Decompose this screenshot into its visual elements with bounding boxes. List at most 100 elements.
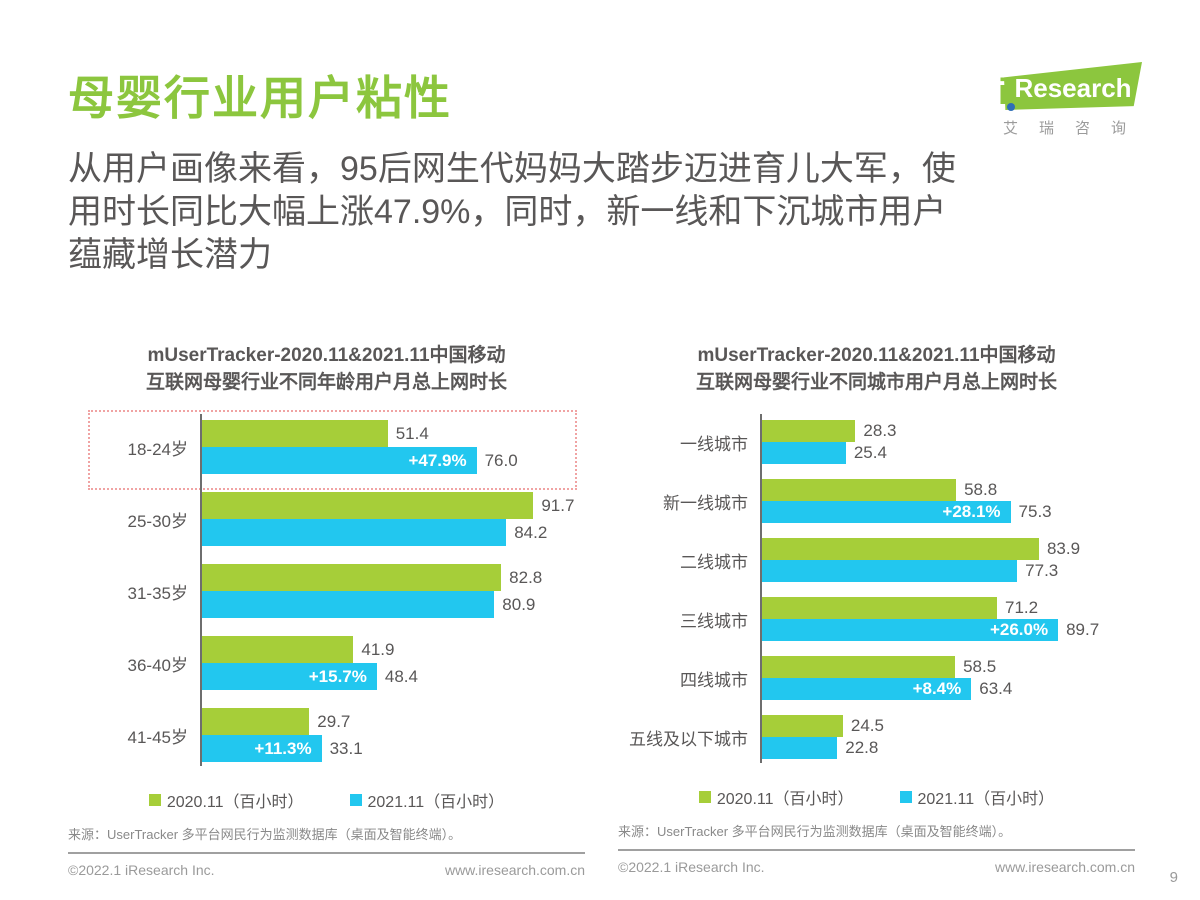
bar-track: 77.3 — [762, 560, 1135, 582]
bar-value: 75.3 — [1018, 502, 1052, 521]
bar-value: 80.9 — [502, 594, 536, 614]
chart-row: 一线城市 28.3 25.4 — [618, 420, 1135, 464]
bar-2020 — [202, 492, 534, 519]
growth-badge: +8.4% — [912, 679, 962, 698]
chart-row: 18-24岁 51.4 +47.9% 76.0 — [68, 420, 585, 474]
bar-track: 22.8 — [762, 737, 1135, 759]
bar-value: 25.4 — [853, 443, 887, 462]
category-label: 一线城市 — [680, 434, 748, 454]
legend-item-2020: 2020.11（百小时） — [698, 785, 854, 809]
category-label: 三线城市 — [680, 611, 748, 631]
bar-group: 83.9 77.3 — [760, 538, 1135, 582]
category-label: 36-40岁 — [127, 655, 188, 675]
footer-divider — [618, 849, 1135, 851]
category-label: 二线城市 — [680, 552, 748, 572]
bar-value: 89.7 — [1066, 620, 1100, 639]
bar-group: 71.2 +26.0% 89.7 — [760, 597, 1135, 641]
bar-track: 82.8 — [202, 564, 585, 591]
bar-2020 — [762, 597, 998, 619]
bar-value: 71.2 — [1005, 598, 1039, 617]
bar-2021: +15.7% — [202, 663, 377, 690]
bar-group: 58.5 +8.4% 63.4 — [760, 656, 1135, 700]
intro-line: 从用户画像来看，95后网生代妈妈大踏步迈进育儿大军，使 — [68, 150, 956, 188]
bar-value: 84.2 — [514, 522, 548, 542]
bar-group: 29.7 +11.3% 33.1 — [200, 708, 585, 762]
bar-group: 82.8 80.9 — [200, 564, 585, 618]
logo-brand-text: Research — [1014, 72, 1132, 103]
bar-2020 — [762, 479, 957, 501]
bar-2021: +47.9% — [202, 447, 477, 474]
bar-value: 77.3 — [1025, 561, 1059, 580]
bar-value: 76.0 — [484, 450, 518, 470]
bar-track: 29.7 — [202, 708, 585, 735]
bar-2020 — [202, 708, 310, 735]
charts-container: mUserTracker-2020.11&2021.11中国移动 互联网母婴行业… — [68, 342, 1135, 878]
bar-track: 71.2 — [762, 597, 1135, 619]
chart-row: 31-35岁 82.8 80.9 — [68, 564, 585, 618]
page-title: 母婴行业用户粘性 — [68, 72, 452, 124]
bar-track: 25.4 — [762, 442, 1135, 464]
source-note: 来源：UserTracker 多平台网民行为监测数据库（桌面及智能终端）。 — [618, 824, 1012, 839]
bar-track: 51.4 — [202, 420, 585, 447]
bar-track: +8.4% 63.4 — [762, 678, 1135, 700]
bar-2020 — [202, 636, 354, 663]
website-link[interactable]: www.iresearch.com.cn — [444, 862, 585, 878]
chart-row: 四线城市 58.5 +8.4% 63.4 — [618, 656, 1135, 700]
chart-legend: 2020.11（百小时） 2021.11（百小时） — [618, 785, 1135, 809]
bar-track: 83.9 — [762, 538, 1135, 560]
bar-value: 22.8 — [845, 738, 879, 757]
bar-2020 — [202, 564, 502, 591]
iresearch-logo: i Research 艾瑞咨询 — [982, 58, 1142, 138]
chart-title: mUserTracker-2020.11&2021.11中国移动 互联网母婴行业… — [695, 345, 1057, 393]
chart-plot-area: 18-24岁 51.4 +47.9% 76.0 25-30岁 91.7 84.2 31-35岁… — [68, 410, 585, 766]
website-link[interactable]: www.iresearch.com.cn — [994, 859, 1135, 875]
copyright-text: ©2022.1 iResearch Inc. — [618, 859, 765, 875]
logo-i-letter: i — [997, 71, 1008, 112]
chart-row: 新一线城市 58.8 +28.1% 75.3 — [618, 479, 1135, 523]
growth-badge: +15.7% — [308, 666, 367, 686]
growth-badge: +26.0% — [989, 620, 1049, 639]
bar-2021: +28.1% — [762, 501, 1011, 523]
intro-line: 用时长同比大幅上涨47.9%，同时，新一线和下沉城市用户 — [68, 193, 947, 231]
chart-row: 三线城市 71.2 +26.0% 89.7 — [618, 597, 1135, 641]
bar-value: 28.3 — [863, 421, 897, 440]
source-note: 来源：UserTracker 多平台网民行为监测数据库（桌面及智能终端）。 — [68, 827, 462, 842]
chart-title: mUserTracker-2020.11&2021.11中国移动 互联网母婴行业… — [145, 345, 507, 393]
category-label: 18-24岁 — [127, 439, 188, 459]
legend-swatch-blue-icon — [899, 791, 912, 803]
bar-group: 58.8 +28.1% 75.3 — [760, 479, 1135, 523]
bar-2021 — [202, 591, 495, 618]
legend-item-2020: 2020.11（百小时） — [148, 788, 304, 812]
chart-row: 25-30岁 91.7 84.2 — [68, 492, 585, 546]
bar-track: 28.3 — [762, 420, 1135, 442]
legend-swatch-blue-icon — [349, 794, 362, 806]
chart-footer: ©2022.1 iResearch Inc. www.iresearch.com… — [618, 859, 1135, 875]
chart-footer: ©2022.1 iResearch Inc. www.iresearch.com… — [68, 862, 585, 878]
legend-item-2021: 2021.11（百小时） — [349, 788, 504, 812]
bar-value: 83.9 — [1046, 539, 1081, 558]
bar-2021: +26.0% — [762, 619, 1059, 641]
bar-group: 28.3 25.4 — [760, 420, 1135, 464]
chart-row: 二线城市 83.9 77.3 — [618, 538, 1135, 582]
bar-value: 24.5 — [850, 716, 884, 735]
bar-track: 91.7 — [202, 492, 585, 519]
growth-badge: +11.3% — [254, 738, 312, 758]
bar-group: 91.7 84.2 — [200, 492, 585, 546]
highlight-box — [88, 410, 577, 490]
iresearch-logo-mark: i Research — [982, 58, 1142, 112]
bar-2021: +8.4% — [762, 678, 972, 700]
bar-track: 24.5 — [762, 715, 1135, 737]
bar-2020 — [202, 420, 388, 447]
bar-2020 — [762, 538, 1039, 560]
category-label: 25-30岁 — [127, 511, 188, 531]
bar-track: +15.7% 48.4 — [202, 663, 585, 690]
bar-2021 — [762, 560, 1018, 582]
bar-2020 — [762, 656, 956, 678]
bar-2020 — [762, 420, 856, 442]
intro-paragraph: 从用户画像来看，95后网生代妈妈大踏步迈进育儿大军，使 用时长同比大幅上涨47.… — [68, 148, 1148, 277]
y-axis-line — [760, 414, 762, 763]
growth-badge: +47.9% — [408, 450, 467, 470]
y-axis-line — [200, 414, 202, 766]
category-label: 五线及以下城市 — [629, 729, 748, 749]
